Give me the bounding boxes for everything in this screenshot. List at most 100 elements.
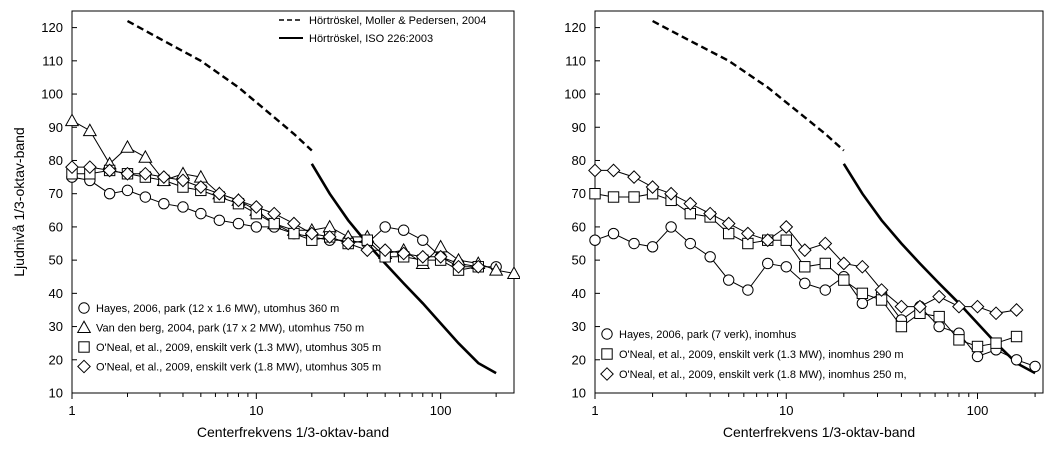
data-point-diamond [874,283,889,297]
data-point-diamond [760,233,775,248]
legend-bottom: Hayes, 2006, park (12 x 1.6 MW), utomhus… [76,302,381,374]
data-point-square [990,337,1002,349]
data-point-circle [232,217,245,230]
data-point-square [895,320,908,333]
data-point-triangle [64,113,80,127]
data-point-diamond [818,236,833,251]
data-point-square [971,340,984,353]
data-point-square [953,334,965,346]
legend-marker-diamond [600,367,614,381]
data-point-circle [379,221,391,233]
legend-label: O'Neal, et al., 2009, enskilt verk (1.3 … [619,349,904,361]
data-point-circle [799,277,811,290]
y-tick-label: 70 [572,186,586,201]
data-point-circle [177,201,189,213]
legend-bottom: Hayes, 2006, park (7 verk), inomhus O'Nea… [600,328,907,381]
data-point-circle [762,257,774,270]
data-point-circle [628,237,640,250]
data-point-diamond [1009,303,1024,317]
data-point-diamond [894,299,909,314]
y-tick-label: 100 [41,87,63,102]
data-point-circle [722,274,735,286]
y-tick-label: 30 [572,319,586,334]
y-tick-label: 110 [42,53,63,68]
data-point-diamond [212,186,227,201]
data-point-diamond [721,216,736,231]
data-point-diamond [683,196,698,211]
y-tick-label: 40 [572,286,586,301]
y-tick-label: 120 [41,20,63,35]
data-point-diamond [855,259,870,274]
data-point-diamond [193,180,208,194]
y-tick-label: 60 [49,219,63,234]
data-point-diamond [176,173,190,188]
data-point-circle [704,251,716,263]
x-tick-label: 100 [967,403,989,418]
data-point-triangle [506,266,520,279]
data-point-circle [397,224,410,236]
data-point-square [819,257,831,270]
x-tick-label: 10 [779,403,793,418]
data-point-diamond [65,160,79,175]
data-point-circle [856,297,869,310]
data-point-diamond [415,249,430,264]
data-point-circle [250,221,263,233]
threshold-line-iso226 [842,163,1036,375]
y-tick-label: 10 [49,386,63,401]
data-point-diamond [645,180,660,194]
x-tick-label: 1 [68,403,75,418]
data-point-diamond [836,256,851,271]
x-axis-title: Centerfrekvens 1/3-oktav-band [197,424,389,440]
y-tick-label: 60 [572,219,586,234]
x-axis-title: Centerfrekvens 1/3-oktav-band [723,424,915,440]
plot-frame [71,10,515,394]
y-tick-label: 50 [49,253,63,268]
legend-label: Hörtröskel, Moller & Pedersen, 2004 [309,15,486,27]
data-point-circle [1029,360,1041,373]
y-tick-label: 100 [564,87,586,102]
data-point-square [780,234,792,246]
data-point-square [799,261,811,273]
legend-marker-square [601,348,613,360]
data-point-diamond [102,163,117,178]
y-tick-label: 90 [572,120,586,135]
data-point-circle [684,237,697,250]
plot-frame [594,10,1044,394]
data-point-square [607,191,620,203]
legend-label: Van den berg, 2004, park (17 x 2 MW), ut… [96,323,364,335]
data-point-triangle [120,139,135,153]
threshold-line-iso226 [310,163,497,375]
data-point-diamond [304,226,319,241]
data-point-circle [646,241,659,253]
data-point-diamond [797,243,812,258]
legend-label: O'Neal, et al., 2009, enskilt verk (1.3 … [96,342,381,354]
data-point-circle [139,191,152,203]
data-point-diamond [433,249,448,264]
data-point-diamond [606,163,621,178]
data-point-circle [158,197,170,210]
data-point-diamond [970,299,985,314]
series-triangle [64,113,520,279]
y-tick-label: 70 [49,186,63,201]
legend-marker-circle [601,328,613,340]
data-point-circle [665,221,677,233]
legend-label: Hörtröskel, ISO 226:2003 [309,33,433,45]
data-point-circle [417,234,429,246]
data-point-circle [195,207,207,220]
y-tick-label: 120 [564,20,586,35]
data-point-diamond [779,220,794,234]
data-point-circle [607,227,620,240]
data-point-diamond [120,166,135,181]
legend-marker-square [78,341,90,353]
data-point-circle [1010,354,1023,366]
data-point-triangle [138,149,153,163]
data-point-circle [589,234,601,246]
threshold-line-moller-pedersen [126,19,313,152]
data-point-circle [933,320,945,333]
data-point-diamond [471,259,486,274]
data-point-square [1010,330,1023,343]
data-point-diamond [703,206,718,221]
data-point-diamond [249,200,264,214]
